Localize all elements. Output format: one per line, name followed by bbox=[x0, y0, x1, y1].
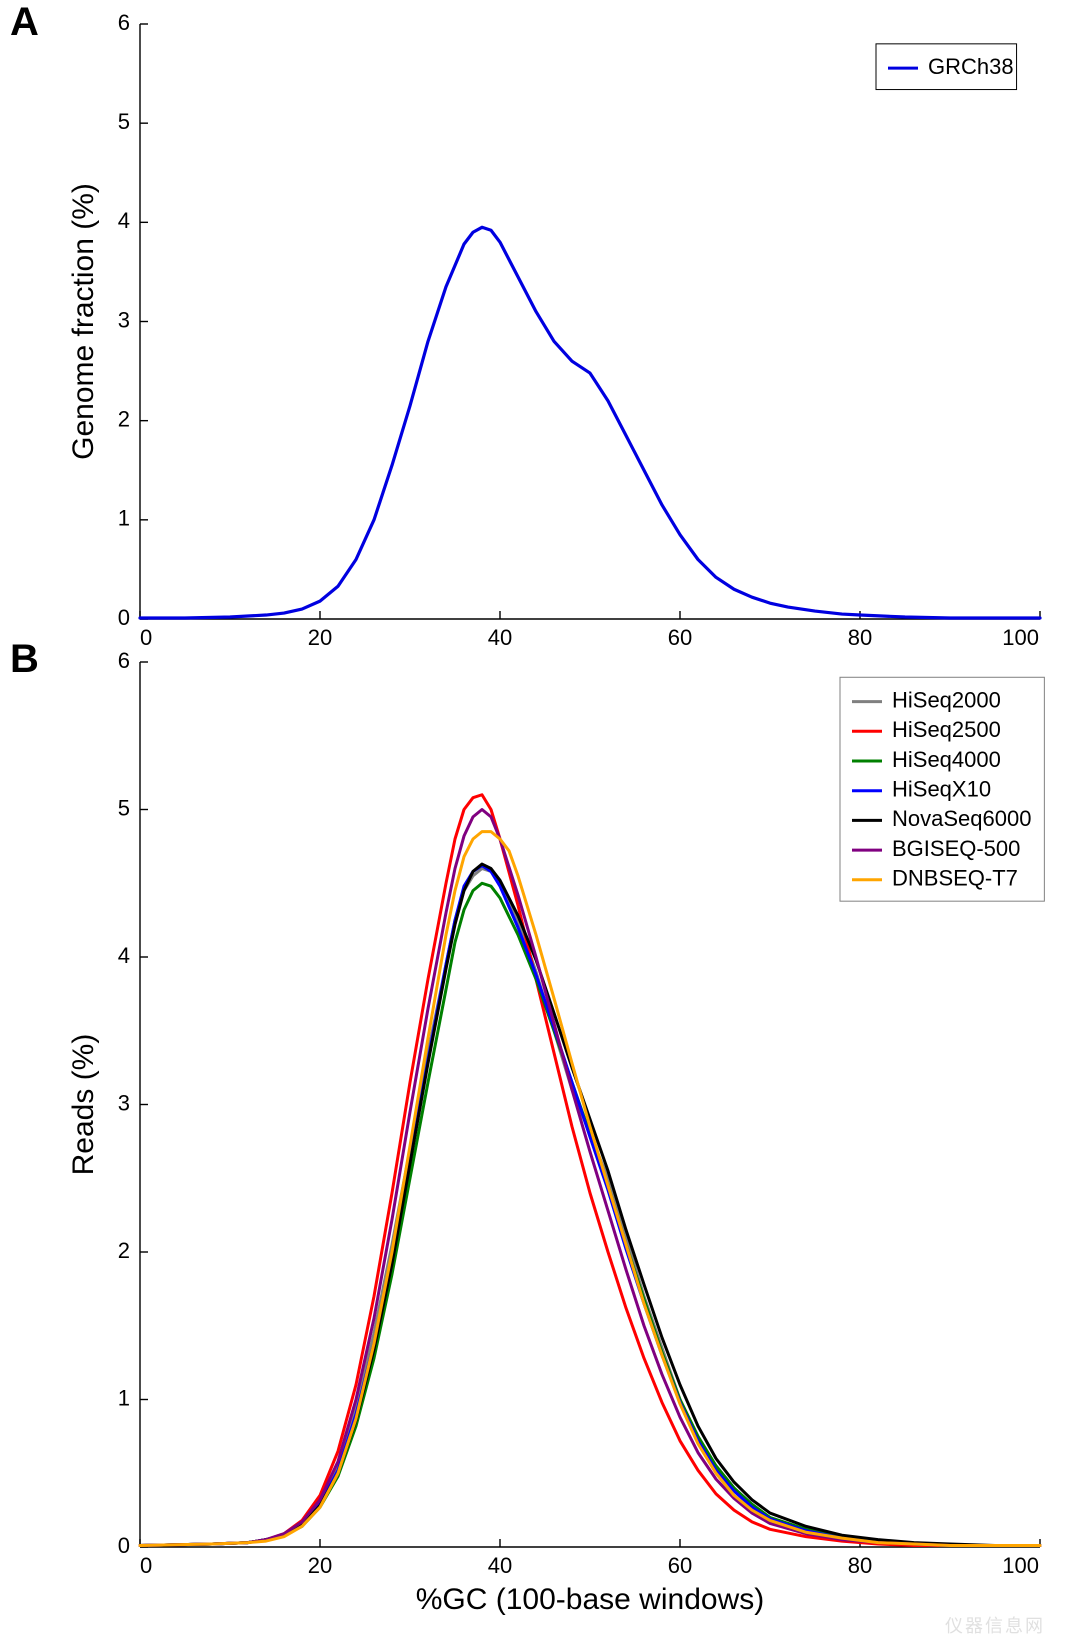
legend-label: HiSeq4000 bbox=[892, 747, 1001, 772]
watermark-text: 仪器信息网 bbox=[945, 1612, 1045, 1638]
y-tick-label: 1 bbox=[118, 1385, 130, 1410]
legend-label: HiSeq2500 bbox=[892, 717, 1001, 742]
x-tick-label: 40 bbox=[488, 625, 512, 650]
y-axis-label: Reads (%) bbox=[67, 1034, 100, 1176]
y-tick-label: 5 bbox=[118, 795, 130, 820]
y-tick-label: 2 bbox=[118, 406, 130, 431]
series-line bbox=[140, 864, 1040, 1545]
figure-page: A 0204060801000123456Genome fraction (%)… bbox=[0, 0, 1065, 1644]
panel-label-b: B bbox=[10, 637, 39, 682]
legend-label: DNBSEQ-T7 bbox=[892, 866, 1018, 891]
x-tick-label: 100 bbox=[1002, 1553, 1039, 1578]
x-tick-label: 60 bbox=[668, 625, 692, 650]
series-line bbox=[140, 883, 1040, 1545]
x-axis-label: %GC (100-base windows) bbox=[416, 1583, 764, 1616]
panel-label-a: A bbox=[10, 0, 39, 45]
series-line bbox=[140, 869, 1040, 1546]
legend-label: HiSeq2000 bbox=[892, 687, 1001, 712]
x-tick-label: 0 bbox=[140, 625, 152, 650]
y-tick-label: 6 bbox=[118, 648, 130, 673]
x-tick-label: 20 bbox=[308, 625, 332, 650]
x-tick-label: 80 bbox=[848, 625, 872, 650]
y-tick-label: 1 bbox=[118, 506, 130, 531]
y-tick-label: 0 bbox=[118, 605, 130, 630]
y-tick-label: 0 bbox=[118, 1533, 130, 1558]
y-tick-label: 3 bbox=[118, 307, 130, 332]
chart-svg: 0204060801000123456Genome fraction (%)GR… bbox=[140, 24, 1040, 619]
x-tick-label: 0 bbox=[140, 1553, 152, 1578]
y-axis-label: Genome fraction (%) bbox=[67, 183, 100, 460]
x-tick-label: 60 bbox=[668, 1553, 692, 1578]
series-line bbox=[140, 227, 1040, 618]
legend-label: BGISEQ-500 bbox=[892, 836, 1020, 861]
y-tick-label: 5 bbox=[118, 109, 130, 134]
legend-label: HiSeqX10 bbox=[892, 777, 991, 802]
y-tick-label: 4 bbox=[118, 208, 130, 233]
legend-label: GRCh38 bbox=[928, 54, 1014, 79]
y-tick-label: 4 bbox=[118, 943, 130, 968]
series-line bbox=[140, 866, 1040, 1546]
y-tick-label: 2 bbox=[118, 1238, 130, 1263]
series-line bbox=[140, 795, 1040, 1546]
x-tick-label: 20 bbox=[308, 1553, 332, 1578]
series-line bbox=[140, 810, 1040, 1546]
panel-a-chart: 0204060801000123456Genome fraction (%)GR… bbox=[140, 24, 1040, 619]
y-tick-label: 6 bbox=[118, 10, 130, 35]
x-tick-label: 80 bbox=[848, 1553, 872, 1578]
y-tick-label: 3 bbox=[118, 1090, 130, 1115]
x-tick-label: 100 bbox=[1002, 625, 1039, 650]
chart-svg: 0204060801000123456Reads (%)%GC (100-bas… bbox=[140, 662, 1040, 1547]
x-tick-label: 40 bbox=[488, 1553, 512, 1578]
panel-b-chart: 0204060801000123456Reads (%)%GC (100-bas… bbox=[140, 662, 1040, 1547]
legend-label: NovaSeq6000 bbox=[892, 806, 1031, 831]
